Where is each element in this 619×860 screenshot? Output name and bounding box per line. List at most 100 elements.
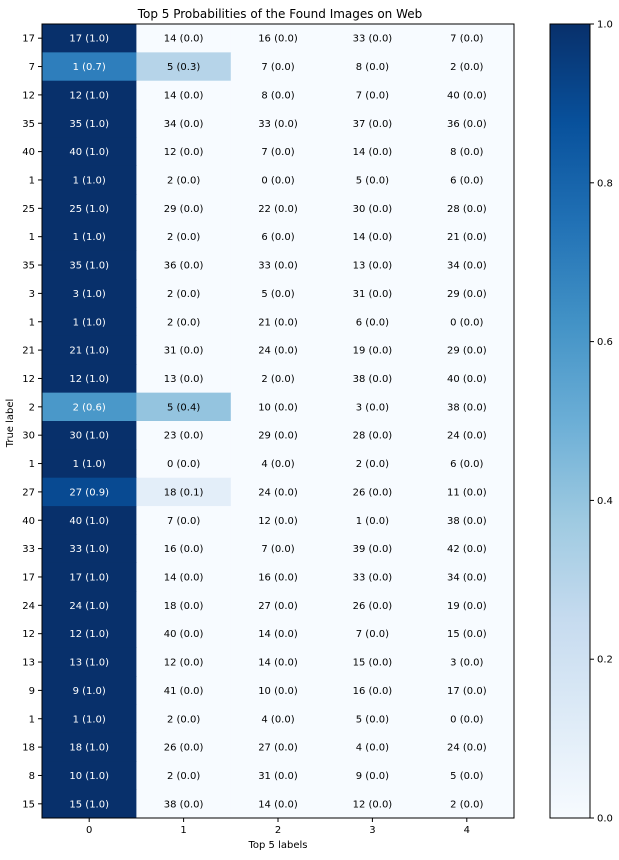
- cell-label: 1 (1.0): [73, 175, 106, 186]
- heatmap-cell: [42, 307, 137, 337]
- cell-label: 6 (0.0): [261, 232, 294, 243]
- cell-label: 1 (1.0): [73, 714, 106, 725]
- cell-label: 29 (0.0): [447, 289, 487, 300]
- cell-label: 11 (0.0): [447, 487, 487, 498]
- heatmap-cell: [230, 506, 326, 535]
- cell-label: 2 (0.0): [450, 62, 483, 73]
- cell-label: 2 (0.0): [167, 317, 200, 328]
- cell-label: 29 (0.0): [447, 346, 487, 357]
- heatmap-cell: [42, 222, 137, 252]
- heatmap-cell: [230, 676, 326, 706]
- cell-label: 14 (0.0): [164, 34, 204, 45]
- y-tick-label: 9: [29, 686, 35, 697]
- heatmap-cell: [230, 109, 326, 138]
- heatmap-cell: [230, 364, 326, 394]
- cell-label: 2 (0.0): [261, 374, 294, 385]
- x-tick-label: 3: [369, 825, 375, 836]
- cell-label: 27 (0.0): [258, 601, 298, 612]
- heatmap-cell: [230, 591, 326, 620]
- cell-label: 14 (0.0): [353, 232, 393, 243]
- heatmap-cell: [136, 392, 232, 422]
- cell-label: 33 (0.0): [258, 261, 298, 272]
- colorbar-tick-label: 0.6: [597, 337, 613, 348]
- heatmap-cell: [419, 307, 515, 337]
- cell-label: 14 (0.0): [258, 658, 298, 669]
- heatmap-cell: [419, 534, 515, 564]
- cell-label: 14 (0.0): [164, 90, 204, 101]
- heatmap-cell: [419, 222, 515, 252]
- cell-label: 7 (0.0): [356, 90, 389, 101]
- cell-label: 13 (0.0): [164, 374, 204, 385]
- heatmap-cell: [325, 250, 421, 280]
- y-tick-label: 12: [22, 90, 35, 101]
- heatmap-cell: [325, 732, 421, 762]
- heatmap-cell: [419, 789, 515, 819]
- x-tick-label: 4: [464, 825, 470, 836]
- heatmap-cell: [230, 619, 326, 649]
- heatmap-cell: [136, 761, 232, 791]
- heatmap-cell: [419, 591, 515, 620]
- heatmap-cell: [42, 335, 137, 365]
- y-tick-label: 1: [29, 459, 35, 470]
- heatmap-cell: [230, 307, 326, 337]
- y-tick-label: 7: [29, 62, 35, 73]
- cell-label: 27 (0.9): [69, 487, 109, 498]
- heatmap-cell: [42, 761, 137, 791]
- heatmap-cell: [230, 222, 326, 252]
- heatmap-cell: [136, 789, 232, 819]
- heatmap-cell: [325, 392, 421, 422]
- y-tick-label: 40: [22, 147, 35, 158]
- heatmap-cell: [136, 250, 232, 280]
- x-tick-label: 2: [275, 825, 281, 836]
- cell-label: 40 (0.0): [447, 374, 487, 385]
- heatmap-cell: [230, 421, 326, 450]
- heatmap-cell: [325, 534, 421, 564]
- cell-label: 2 (0.6): [73, 402, 106, 413]
- y-tick-label: 17: [22, 34, 35, 45]
- heatmap-cell: [419, 194, 515, 223]
- heatmap-cell: [136, 676, 232, 706]
- cell-label: 19 (0.0): [447, 601, 487, 612]
- heatmap-cell: [325, 52, 421, 82]
- cell-label: 7 (0.0): [261, 62, 294, 73]
- cell-label: 4 (0.0): [261, 714, 294, 725]
- y-tick-label: 21: [22, 346, 35, 357]
- cell-label: 7 (0.0): [167, 516, 200, 527]
- heatmap-cell: [42, 109, 137, 138]
- cell-label: 40 (1.0): [69, 516, 109, 527]
- cell-label: 10 (0.0): [258, 686, 298, 697]
- heatmap-cell: [419, 449, 515, 479]
- heatmap-cell: [230, 534, 326, 564]
- cell-label: 24 (0.0): [258, 346, 298, 357]
- cell-label: 12 (0.0): [164, 147, 204, 158]
- heatmap-cell: [230, 137, 326, 167]
- heatmap-cell: [230, 52, 326, 82]
- heatmap-cell: [230, 165, 326, 195]
- colorbar-tick-label: 1.0: [597, 20, 613, 31]
- cell-label: 24 (1.0): [69, 601, 109, 612]
- cell-label: 34 (0.0): [447, 572, 487, 583]
- cell-label: 5 (0.3): [167, 62, 200, 73]
- heatmap-cell: [42, 477, 137, 507]
- heatmap-cell: [136, 52, 232, 82]
- heatmap-cell: [42, 24, 137, 53]
- cell-label: 24 (0.0): [258, 487, 298, 498]
- y-tick-label: 1: [29, 317, 35, 328]
- heatmap-cell: [325, 137, 421, 167]
- cell-label: 6 (0.0): [450, 459, 483, 470]
- heatmap-cell: [42, 392, 137, 422]
- cell-label: 17 (1.0): [69, 34, 109, 45]
- cell-label: 24 (0.0): [447, 743, 487, 754]
- cell-label: 38 (0.0): [353, 374, 393, 385]
- heatmap-cell: [419, 250, 515, 280]
- heatmap-cell: [42, 194, 137, 223]
- heatmap-cell: [230, 80, 326, 110]
- heatmap-cell: [230, 449, 326, 479]
- heatmap-cell: [419, 619, 515, 649]
- y-tick-label: 12: [22, 374, 35, 385]
- heatmap-cell: [419, 279, 515, 309]
- heatmap-cell: [136, 477, 232, 507]
- cell-label: 17 (1.0): [69, 572, 109, 583]
- heatmap-cell: [230, 647, 326, 677]
- heatmap-cell: [325, 80, 421, 110]
